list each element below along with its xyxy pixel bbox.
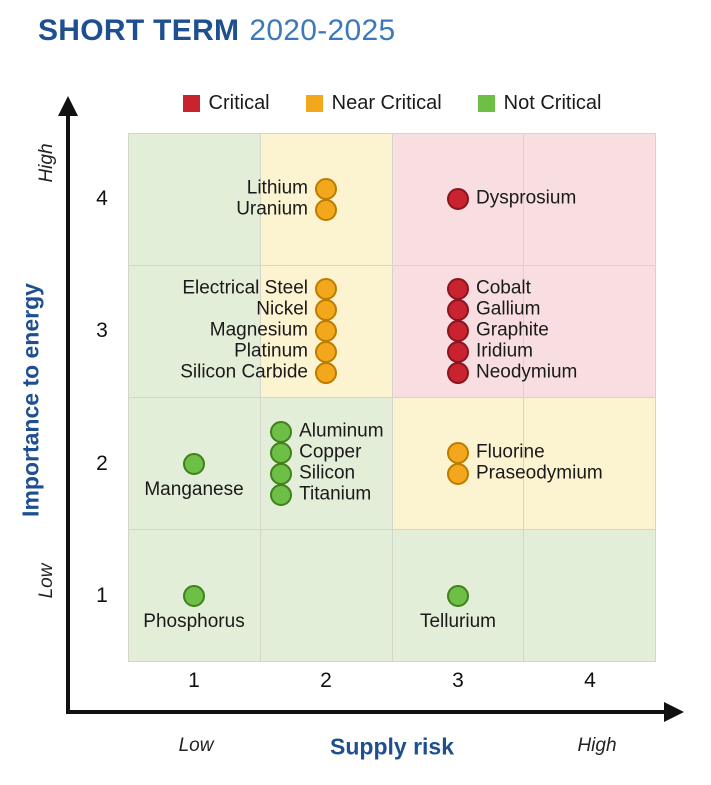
material-label-iridium: Iridium xyxy=(476,340,534,362)
legend-item-not-critical: Not Critical xyxy=(477,92,602,115)
legend-item-near-critical: Near Critical xyxy=(305,92,442,115)
material-label-electrical-steel: Electrical Steel xyxy=(182,277,308,299)
cell-importance-1-risk-4 xyxy=(524,530,655,661)
point-electrical-steel xyxy=(315,278,337,301)
material-label-silicon: Silicon xyxy=(299,462,356,484)
point-silicon xyxy=(270,463,293,486)
plot-area: Lithium Uranium Dysprosium Electrical Steel… xyxy=(128,133,656,662)
y-axis-title: Importance to energy xyxy=(17,283,44,517)
critical-swatch-icon xyxy=(182,95,200,112)
material-label-fluorine: Fluorine xyxy=(476,441,545,463)
material-label-dysprosium: Dysprosium xyxy=(476,187,577,209)
grid-cells xyxy=(128,133,656,662)
material-label-silicon-carbide: Silicon Carbide xyxy=(180,361,308,383)
material-label-lithium: Lithium xyxy=(246,177,308,199)
x-tick-1: 1 xyxy=(188,669,200,692)
point-magnesium xyxy=(315,320,337,343)
point-tellurium xyxy=(447,584,469,607)
material-label-cobalt: Cobalt xyxy=(476,277,531,299)
not-critical-swatch-icon xyxy=(477,95,495,112)
material-label-tellurium: Tellurium xyxy=(419,610,497,632)
cell-importance-4-risk-4 xyxy=(524,134,655,265)
point-manganese xyxy=(183,452,205,475)
point-phosphorus xyxy=(183,584,205,607)
material-label-graphite: Graphite xyxy=(476,319,549,341)
material-label-titanium: Titanium xyxy=(299,483,372,505)
cell-importance-1-risk-2 xyxy=(260,530,392,661)
legend-label-near-critical: Near Critical xyxy=(331,92,442,114)
point-copper xyxy=(270,442,293,465)
point-graphite xyxy=(447,320,469,343)
point-lithium xyxy=(315,177,337,200)
point-silicon-carbide xyxy=(315,362,337,385)
material-label-neodymium: Neodymium xyxy=(476,361,578,383)
material-label-copper: Copper xyxy=(299,441,362,463)
point-neodymium xyxy=(447,362,469,385)
point-aluminum xyxy=(270,421,293,444)
y-tick-1: 1 xyxy=(96,583,108,607)
point-platinum xyxy=(315,341,337,364)
point-fluorine xyxy=(447,442,469,465)
cell-importance-3-risk-4 xyxy=(524,266,655,397)
legend-item-critical: Critical xyxy=(182,92,270,115)
y-axis-low-label: Low xyxy=(36,563,57,599)
material-label-manganese: Manganese xyxy=(144,478,244,500)
plot-points: Lithium Uranium Dysprosium Electrical Steel… xyxy=(128,133,656,662)
cell-importance-2-risk-4 xyxy=(524,398,655,529)
y-tick-3: 3 xyxy=(96,319,108,343)
material-label-gallium: Gallium xyxy=(476,298,541,320)
material-label-magnesium: Magnesium xyxy=(209,319,308,341)
y-tick-4: 4 xyxy=(96,187,108,211)
material-label-platinum: Platinum xyxy=(234,340,308,362)
y-axis-high-label: High xyxy=(36,143,57,183)
legend-label-not-critical: Not Critical xyxy=(503,92,602,114)
material-label-praseodymium: Praseodymium xyxy=(476,462,603,484)
legend: Critical Near Critical Not Critical xyxy=(128,92,656,115)
point-titanium xyxy=(270,484,293,507)
near-critical-swatch-icon xyxy=(305,95,323,112)
legend-label-critical: Critical xyxy=(208,92,270,114)
page-title: SHORT TERM 2020-2025 xyxy=(38,14,396,48)
x-tick-3: 3 xyxy=(452,669,464,692)
x-axis-title: Supply risk xyxy=(330,733,454,760)
y-axis-arrowhead-icon xyxy=(58,96,78,116)
point-gallium xyxy=(447,299,469,322)
cell-importance-3-risk-1 xyxy=(129,266,260,397)
point-nickel xyxy=(315,299,337,322)
point-iridium xyxy=(447,341,469,364)
title-range: 2020-2025 xyxy=(249,14,396,47)
material-label-phosphorus: Phosphorus xyxy=(143,610,245,632)
material-label-nickel: Nickel xyxy=(256,298,308,320)
point-uranium xyxy=(315,198,337,221)
material-label-uranium: Uranium xyxy=(236,198,308,220)
title-main: SHORT TERM xyxy=(38,14,240,47)
x-axis-high-label: High xyxy=(577,735,617,756)
point-praseodymium xyxy=(447,463,469,486)
point-dysprosium xyxy=(447,188,469,211)
material-label-aluminum: Aluminum xyxy=(299,420,384,442)
cell-importance-4-risk-1 xyxy=(129,134,260,265)
x-axis-low-label: Low xyxy=(178,735,214,756)
x-tick-4: 4 xyxy=(584,669,596,692)
point-cobalt xyxy=(447,278,469,301)
x-axis-arrowhead-icon xyxy=(664,702,684,722)
x-tick-2: 2 xyxy=(320,669,332,692)
y-tick-2: 2 xyxy=(96,451,108,475)
